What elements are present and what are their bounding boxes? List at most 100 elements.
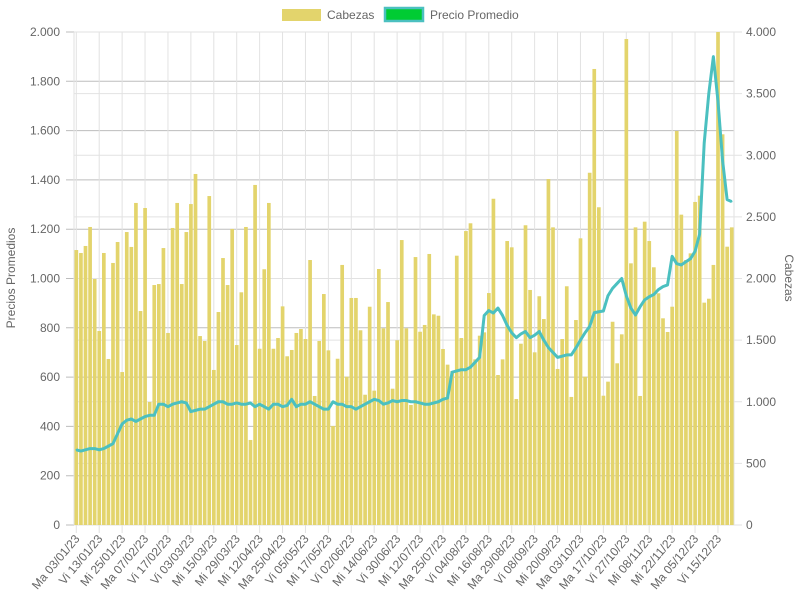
price-point [277,403,279,406]
price-point [176,402,178,404]
price-point [130,418,133,420]
legend-item-cabezas[interactable]: Cabezas [282,8,374,22]
price-point [707,92,710,95]
price-point [300,403,302,406]
price-point [286,404,288,407]
bar [79,252,83,525]
bar [326,350,331,525]
bar [468,223,473,525]
y-left-tick-label: 1.600 [30,124,60,138]
bar [661,318,665,525]
price-point [515,336,518,339]
bar [454,255,459,526]
price-point [254,405,256,408]
price-point [712,55,715,58]
price-point [75,449,78,451]
bar [294,332,299,525]
y-left-axis-title: Precios Promedios [4,228,18,329]
bar [335,358,340,525]
price-point [208,405,211,408]
bar [166,332,170,525]
y-right-tick-label: 2.000 [746,272,776,286]
bar [459,338,464,525]
bar [413,257,418,525]
price-point [469,366,472,369]
price-point [89,447,91,450]
price-point [497,307,499,309]
price-point [542,339,545,341]
bar [88,226,92,525]
price-point [304,403,307,406]
y-right-axis-title: Cabezas [782,254,796,301]
price-point [675,262,678,265]
legend-item-precio-promedio[interactable]: Precio Promedio [383,6,519,23]
bar [519,343,523,525]
price-point [414,400,417,403]
price-point [139,418,142,420]
bar [629,263,633,525]
bar [262,269,267,525]
y-left-tick-label: 1.200 [30,222,60,236]
price-point [510,331,513,334]
bar [120,372,125,525]
bar [509,247,514,525]
bar [679,214,684,525]
price-point [157,403,160,406]
y-right-tick-label: 3.500 [746,87,776,101]
y-left-tick-label: 1.000 [30,272,60,286]
bar [340,264,345,525]
bar [212,369,216,525]
price-point [602,310,605,312]
bar [409,404,413,525]
price-point [666,284,669,286]
bar [615,363,620,525]
bar [652,267,656,525]
price-point [442,398,444,401]
bar [578,238,583,525]
bar [239,292,244,525]
bar [367,306,372,525]
price-point [721,159,724,161]
bar [606,381,610,525]
price-point [410,400,412,403]
price-point [359,405,362,408]
price-point [382,403,385,406]
y-left-tick-label: 400 [40,419,60,433]
price-point [529,336,531,339]
bar [280,306,285,525]
legend-swatch-precio-promedio [383,6,425,23]
price-point [263,405,266,408]
legend: Cabezas Precio Promedio [282,6,519,23]
y-right-tick-label: 1.000 [746,395,776,409]
bar [633,227,638,525]
bar [688,253,693,525]
bar [720,134,725,526]
price-point [437,400,440,403]
price-line-path [75,55,733,453]
bar [244,226,248,525]
price-point [281,405,284,408]
bar [532,352,537,525]
price-point [588,325,591,328]
price-point [350,405,353,408]
bar [564,286,569,525]
price-point [387,402,389,404]
bar [377,269,381,525]
bar [97,331,102,525]
price-point [579,339,582,341]
price-point [125,419,128,422]
y-right-tick-label: 3.000 [746,148,776,162]
y-right-tick-label: 1.500 [746,333,776,347]
bar [587,172,592,525]
y-right-tick-label: 0 [746,518,753,532]
price-point [620,277,623,280]
bar [422,324,427,525]
y-right-tick-label: 4.000 [746,25,776,39]
price-point [135,420,137,423]
price-point [597,310,600,313]
bar [179,284,184,525]
bar [619,334,624,525]
bar [716,32,720,525]
price-point [648,295,651,298]
price-point [318,405,321,408]
